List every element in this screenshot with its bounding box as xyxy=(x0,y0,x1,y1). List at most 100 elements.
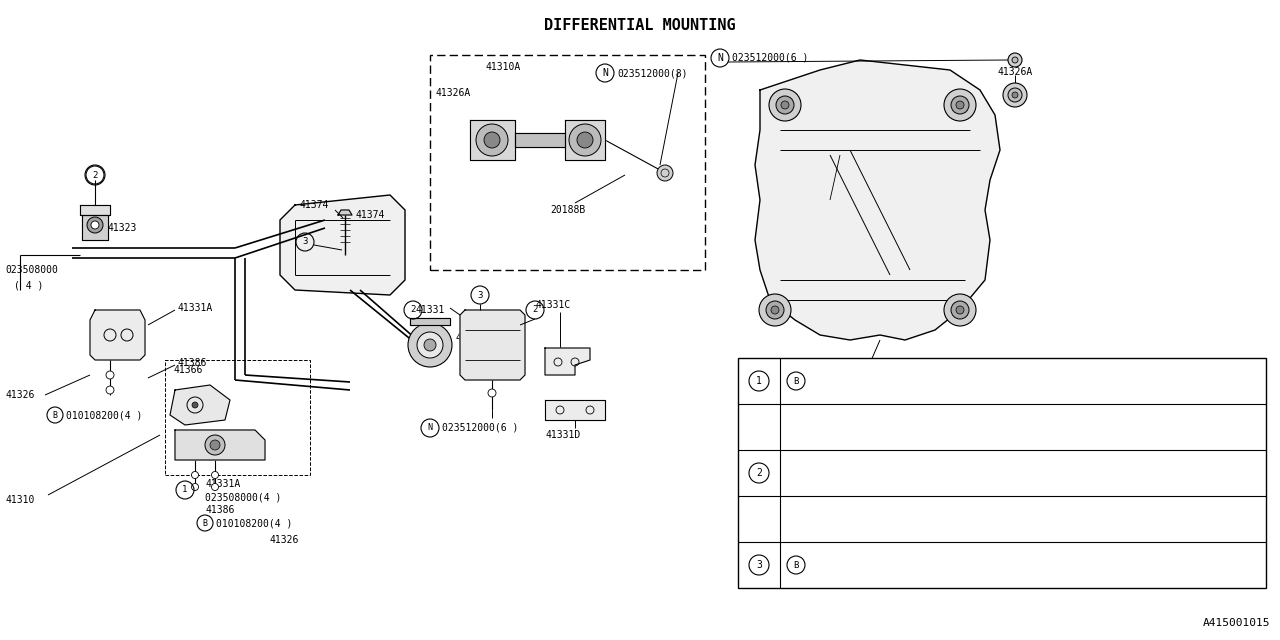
Text: N: N xyxy=(717,53,723,63)
Circle shape xyxy=(657,165,673,181)
Text: 41323: 41323 xyxy=(108,223,137,233)
Text: 023512000(6 ): 023512000(6 ) xyxy=(732,53,809,63)
Polygon shape xyxy=(280,195,404,295)
Circle shape xyxy=(91,221,99,229)
Circle shape xyxy=(956,306,964,314)
Text: B: B xyxy=(794,376,799,385)
Text: 41310: 41310 xyxy=(5,495,35,505)
Circle shape xyxy=(1009,88,1021,102)
Text: 41374: 41374 xyxy=(300,200,329,210)
Circle shape xyxy=(945,89,977,121)
Text: B: B xyxy=(52,410,58,419)
Circle shape xyxy=(1012,57,1018,63)
Text: 41326: 41326 xyxy=(5,390,35,400)
Text: 010108200(4 ): 010108200(4 ) xyxy=(216,518,292,528)
Circle shape xyxy=(776,96,794,114)
Text: 41331C: 41331C xyxy=(535,300,571,310)
Text: 41325A           (9309-9607): 41325A (9309-9607) xyxy=(788,468,963,478)
Polygon shape xyxy=(564,120,605,160)
Polygon shape xyxy=(410,318,451,325)
Circle shape xyxy=(945,294,977,326)
Text: A415001015: A415001015 xyxy=(1202,618,1270,628)
Bar xyxy=(430,55,705,270)
Polygon shape xyxy=(90,310,145,360)
Bar xyxy=(165,360,310,475)
Circle shape xyxy=(205,435,225,455)
Polygon shape xyxy=(338,210,352,215)
Circle shape xyxy=(408,323,452,367)
Text: 023508000: 023508000 xyxy=(5,265,58,275)
Text: 010108200(4 ): 010108200(4 ) xyxy=(67,410,142,420)
Text: 41386: 41386 xyxy=(178,358,207,368)
Text: 3: 3 xyxy=(477,291,483,300)
Circle shape xyxy=(106,371,114,379)
Text: 3: 3 xyxy=(302,237,307,246)
Polygon shape xyxy=(545,348,590,375)
Text: B: B xyxy=(794,561,799,570)
Circle shape xyxy=(106,386,114,394)
Text: B: B xyxy=(202,518,207,527)
Text: 41325             (9608-       ): 41325 (9608- ) xyxy=(788,514,988,524)
Text: 41326A: 41326A xyxy=(998,67,1033,77)
Text: 20188B: 20188B xyxy=(550,205,585,215)
Circle shape xyxy=(211,472,219,479)
Circle shape xyxy=(759,294,791,326)
Circle shape xyxy=(951,96,969,114)
Circle shape xyxy=(577,132,593,148)
Polygon shape xyxy=(755,60,1000,340)
Text: 41326: 41326 xyxy=(270,535,300,545)
Circle shape xyxy=(781,101,788,109)
Text: 2: 2 xyxy=(756,468,762,478)
Text: M000164        (9312-       ): M000164 (9312- ) xyxy=(788,422,969,432)
Text: ( 4 ): ( 4 ) xyxy=(14,280,44,290)
Circle shape xyxy=(1004,83,1027,107)
Circle shape xyxy=(192,483,198,490)
Text: 1: 1 xyxy=(756,376,762,386)
Text: 023512000(8): 023512000(8) xyxy=(617,68,687,78)
Text: 41331A: 41331A xyxy=(178,303,214,313)
Polygon shape xyxy=(460,310,525,380)
Circle shape xyxy=(1012,92,1018,98)
Circle shape xyxy=(424,339,436,351)
Polygon shape xyxy=(170,385,230,425)
Text: 41366: 41366 xyxy=(173,365,202,375)
Circle shape xyxy=(211,483,219,490)
Text: 41374: 41374 xyxy=(355,210,384,220)
Text: DIFFERENTIAL MOUNTING: DIFFERENTIAL MOUNTING xyxy=(544,18,736,33)
Circle shape xyxy=(87,217,102,233)
Text: 41310A: 41310A xyxy=(485,62,520,72)
Text: 41331A: 41331A xyxy=(205,479,241,489)
Polygon shape xyxy=(545,400,605,420)
Text: N: N xyxy=(602,68,608,78)
Text: 3: 3 xyxy=(756,560,762,570)
Circle shape xyxy=(417,332,443,358)
Text: 2: 2 xyxy=(411,305,416,314)
Circle shape xyxy=(956,101,964,109)
Polygon shape xyxy=(82,215,108,240)
Circle shape xyxy=(765,301,783,319)
Text: 010110250(6 )(9309-9311): 010110250(6 )(9309-9311) xyxy=(809,376,959,386)
Bar xyxy=(739,358,1266,588)
Text: FIG.201-2: FIG.201-2 xyxy=(810,365,874,378)
Circle shape xyxy=(488,389,497,397)
Polygon shape xyxy=(79,205,110,215)
Circle shape xyxy=(476,124,508,156)
Text: 023512000(6 ): 023512000(6 ) xyxy=(442,423,518,433)
Polygon shape xyxy=(470,120,515,160)
Circle shape xyxy=(192,472,198,479)
Text: 41326A: 41326A xyxy=(435,88,470,98)
Text: 2: 2 xyxy=(532,305,538,314)
Text: 41386: 41386 xyxy=(205,505,234,515)
Circle shape xyxy=(951,301,969,319)
Text: N: N xyxy=(428,424,433,433)
Circle shape xyxy=(769,89,801,121)
Text: 023508000(4 ): 023508000(4 ) xyxy=(205,492,282,502)
Text: 41331: 41331 xyxy=(415,305,444,315)
Circle shape xyxy=(771,306,780,314)
Polygon shape xyxy=(175,430,265,460)
Polygon shape xyxy=(515,133,564,147)
Text: 1: 1 xyxy=(182,486,188,495)
Circle shape xyxy=(210,440,220,450)
Circle shape xyxy=(192,402,198,408)
Text: 010110200(4 ): 010110200(4 ) xyxy=(809,560,891,570)
